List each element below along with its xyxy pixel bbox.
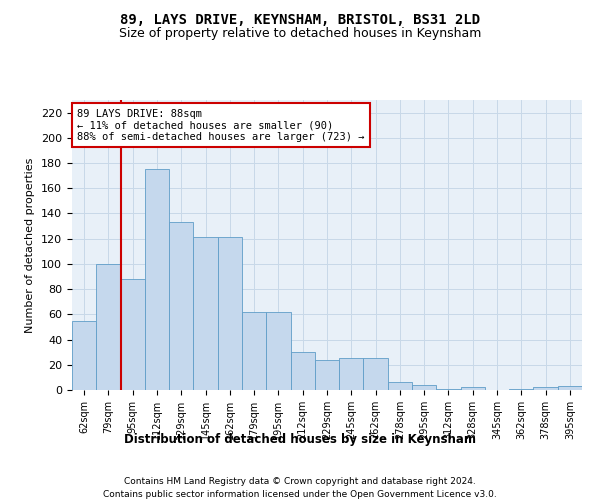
- Bar: [72, 320, 96, 390]
- Text: 89, LAYS DRIVE, KEYNSHAM, BRISTOL, BS31 2LD: 89, LAYS DRIVE, KEYNSHAM, BRISTOL, BS31 …: [120, 12, 480, 26]
- Bar: [558, 386, 582, 390]
- Text: Size of property relative to detached houses in Keynsham: Size of property relative to detached ho…: [119, 28, 481, 40]
- Bar: [96, 264, 121, 390]
- Text: Distribution of detached houses by size in Keynsham: Distribution of detached houses by size …: [124, 432, 476, 446]
- Bar: [266, 312, 290, 390]
- Bar: [193, 238, 218, 390]
- Bar: [218, 238, 242, 390]
- Text: 89 LAYS DRIVE: 88sqm
← 11% of detached houses are smaller (90)
88% of semi-detac: 89 LAYS DRIVE: 88sqm ← 11% of detached h…: [77, 108, 365, 142]
- Bar: [412, 385, 436, 390]
- Bar: [436, 388, 461, 390]
- Bar: [509, 388, 533, 390]
- Y-axis label: Number of detached properties: Number of detached properties: [25, 158, 35, 332]
- Bar: [461, 388, 485, 390]
- Bar: [290, 352, 315, 390]
- Bar: [339, 358, 364, 390]
- Text: Contains HM Land Registry data © Crown copyright and database right 2024.: Contains HM Land Registry data © Crown c…: [124, 478, 476, 486]
- Bar: [145, 170, 169, 390]
- Bar: [169, 222, 193, 390]
- Bar: [315, 360, 339, 390]
- Bar: [533, 388, 558, 390]
- Bar: [364, 358, 388, 390]
- Bar: [388, 382, 412, 390]
- Bar: [121, 279, 145, 390]
- Bar: [242, 312, 266, 390]
- Text: Contains public sector information licensed under the Open Government Licence v3: Contains public sector information licen…: [103, 490, 497, 499]
